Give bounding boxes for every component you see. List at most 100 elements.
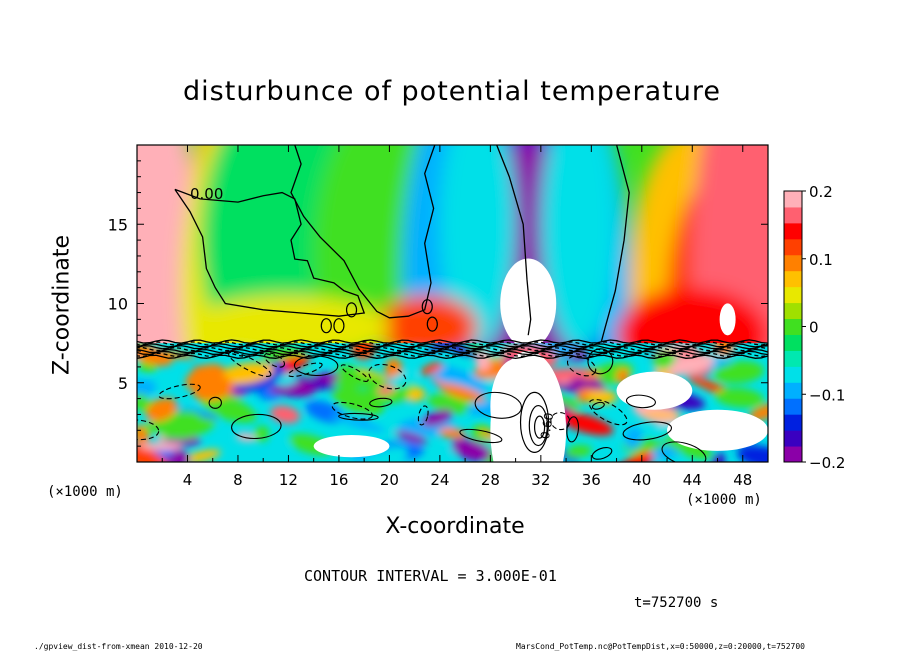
colorbar-step-4 bbox=[784, 382, 802, 399]
lower-blob-136 bbox=[377, 385, 395, 396]
colorbar-step-11 bbox=[784, 270, 802, 288]
contour-zero-left bbox=[174, 188, 366, 317]
upper-blob-12 bbox=[540, 145, 617, 352]
lower-layer bbox=[137, 343, 768, 462]
upper-white-core-right bbox=[719, 303, 736, 336]
colorbar-step-0 bbox=[784, 446, 802, 463]
x-axis-label-wrap: X-coordinate bbox=[0, 514, 904, 539]
colorbar-step-13 bbox=[784, 238, 802, 256]
contour-lower-10 bbox=[591, 401, 605, 410]
contour-peak-1 bbox=[528, 404, 548, 447]
lower-blob-98 bbox=[394, 430, 428, 444]
x-tick-label-40: 40 bbox=[632, 471, 651, 489]
x-tick-label-36: 36 bbox=[582, 471, 601, 489]
contour-band-6 bbox=[137, 350, 768, 356]
contour-band-0 bbox=[137, 339, 768, 344]
contour-lower-5 bbox=[622, 421, 673, 441]
colorbar-step-2 bbox=[784, 414, 802, 431]
contour-band-4 bbox=[137, 346, 768, 352]
lower-blob-113 bbox=[389, 372, 417, 388]
lower-blob-135 bbox=[160, 422, 179, 439]
footer-left: ./gpview_dist-from-xmean 2010-12-20 bbox=[34, 642, 203, 651]
contour-lower-14 bbox=[661, 441, 707, 462]
contour-lower-6 bbox=[158, 383, 201, 400]
lower-blob-66 bbox=[559, 412, 614, 436]
colorbar-step-8 bbox=[784, 318, 802, 335]
x-unit-label-right: (×1000 m) bbox=[686, 492, 762, 508]
lower-white-1 bbox=[616, 371, 693, 410]
colorbar-step-7 bbox=[784, 334, 802, 351]
x-tick-label-12: 12 bbox=[279, 471, 298, 489]
x-axis: 4 8 12 16 20 24 28 32 36 40 44 48 bbox=[161, 145, 752, 489]
lower-blob-67 bbox=[420, 362, 443, 376]
lower-blob-35 bbox=[427, 343, 454, 352]
x-tick-label-28: 28 bbox=[481, 471, 500, 489]
contour-ring-2 bbox=[345, 302, 358, 318]
contour-lower-22 bbox=[331, 401, 373, 420]
contour-band-2 bbox=[137, 343, 768, 348]
contour-label-1: 0.60 bbox=[538, 412, 556, 441]
lower-blob-127 bbox=[586, 389, 618, 405]
lower-blob-109 bbox=[564, 444, 592, 459]
contour-zero-right bbox=[600, 145, 630, 342]
contour-ring-3 bbox=[421, 299, 433, 315]
lower-blob-70 bbox=[438, 427, 466, 439]
contour-ring-4 bbox=[426, 316, 438, 332]
contour-label-0: 0.00 bbox=[190, 185, 223, 203]
contour-lower-16 bbox=[231, 413, 282, 440]
contour-band-5 bbox=[137, 348, 768, 354]
contour-band-3 bbox=[137, 344, 768, 350]
lower-blob-62 bbox=[618, 449, 661, 462]
lower-blob-110 bbox=[357, 446, 408, 462]
y-tick-label-5: 5 bbox=[118, 374, 128, 393]
contour-lower-24 bbox=[293, 355, 339, 377]
colorbar-step-14 bbox=[784, 222, 802, 240]
contour-lower-3 bbox=[228, 351, 272, 377]
x-tick-label-48: 48 bbox=[733, 471, 752, 489]
x-unit-label-left: (×1000 m) bbox=[47, 484, 123, 500]
lower-blob-46 bbox=[235, 432, 257, 442]
contour-lower-12 bbox=[591, 447, 613, 460]
x-axis-label: X-coordinate bbox=[385, 514, 525, 539]
contour-lower-4 bbox=[566, 355, 597, 377]
x-tick-label-8: 8 bbox=[233, 471, 243, 489]
lower-blob-13 bbox=[199, 393, 257, 423]
lower-blob-115 bbox=[185, 363, 226, 391]
lower-blob-123 bbox=[451, 438, 492, 462]
lower-blob-48 bbox=[715, 387, 764, 408]
upper-white-core bbox=[500, 258, 557, 349]
x-tick-label-32: 32 bbox=[531, 471, 550, 489]
lower-blob-57 bbox=[430, 364, 489, 396]
contour-lower-15 bbox=[368, 363, 407, 390]
contour-lower-18 bbox=[417, 405, 429, 426]
lower-blob-74 bbox=[421, 409, 454, 427]
contour-lower-9 bbox=[264, 352, 286, 368]
contour-lower-7 bbox=[625, 394, 656, 409]
lower-blob-133 bbox=[269, 385, 314, 398]
contour-lower-25 bbox=[587, 348, 614, 375]
footer-right: MarsCond_PotTemp.nc@PotTempDist,x=0:5000… bbox=[516, 642, 805, 651]
contour-lower-20 bbox=[208, 396, 222, 409]
colorbar-label-1: 0.1 bbox=[809, 251, 833, 269]
lower-blob-32 bbox=[748, 403, 768, 422]
lower-blob-93 bbox=[169, 417, 216, 440]
lower-white-4 bbox=[490, 358, 541, 455]
contour-lower-2 bbox=[588, 399, 628, 426]
upper-layer bbox=[137, 145, 768, 462]
colorbar-label-3: −0.1 bbox=[809, 386, 845, 404]
lower-blob-134 bbox=[331, 387, 385, 416]
y-tick-label-15: 15 bbox=[108, 215, 128, 234]
colorbar-step-12 bbox=[784, 254, 802, 272]
y-axis: 5 10 15 bbox=[108, 160, 768, 447]
lower-blob-63 bbox=[217, 362, 274, 385]
x-tick-label-16: 16 bbox=[329, 471, 348, 489]
x-tick-label-20: 20 bbox=[380, 471, 399, 489]
lower-blob-41 bbox=[624, 426, 643, 449]
colorbar-step-3 bbox=[784, 398, 802, 415]
contour-lower-11 bbox=[369, 397, 393, 408]
colorbar-step-9 bbox=[784, 302, 802, 320]
contour-lower-23 bbox=[338, 412, 379, 421]
upper-blob-11 bbox=[439, 145, 516, 352]
lower-blob-129 bbox=[137, 453, 157, 462]
